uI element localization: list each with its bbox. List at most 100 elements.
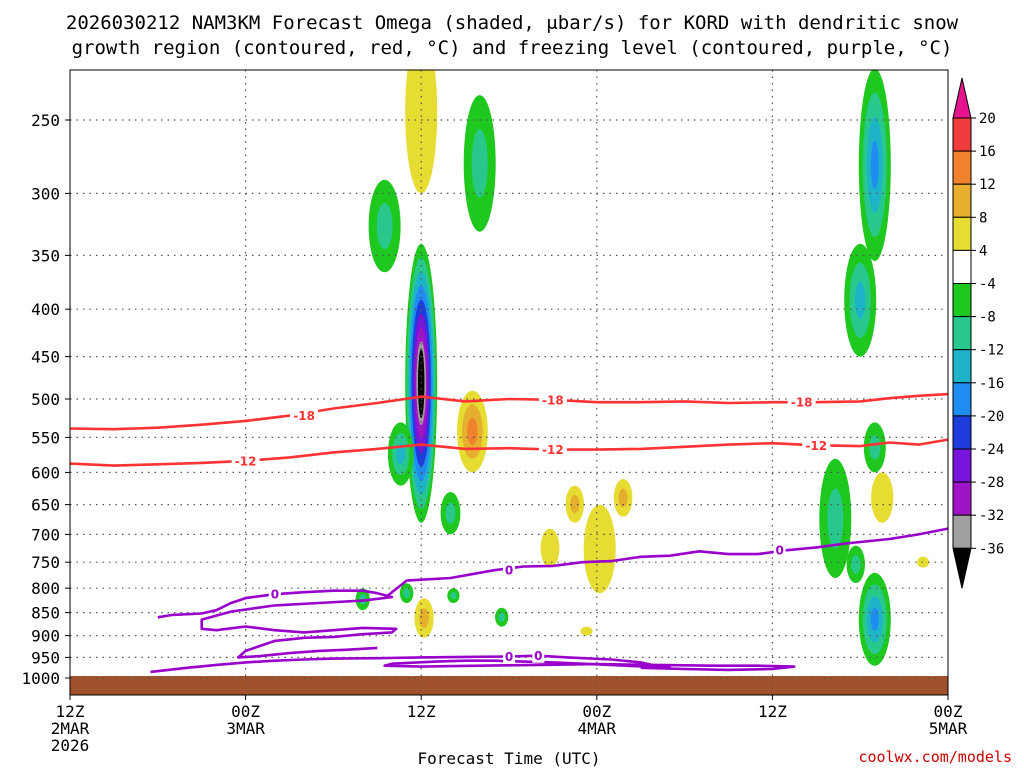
omega-cell xyxy=(851,555,861,574)
omega-cell xyxy=(870,140,879,189)
colorbar-tick-label: -4 xyxy=(979,277,996,293)
omega-cell xyxy=(471,129,488,198)
x-tick-label: 2MAR xyxy=(51,719,90,738)
colorbar-tick-label: 20 xyxy=(979,111,996,127)
contour-label: -12 xyxy=(542,443,564,457)
y-tick-label: 850 xyxy=(31,604,60,623)
y-tick-label: 900 xyxy=(31,627,60,646)
colorbar-tick-label: 12 xyxy=(979,177,996,193)
x-tick-label: 2026 xyxy=(51,736,90,755)
omega-cell xyxy=(570,494,580,514)
contour-label: -12 xyxy=(805,439,827,453)
colorbar-band xyxy=(952,150,972,185)
y-tick-label: 1000 xyxy=(21,669,60,688)
omega-cell xyxy=(405,70,438,194)
contour-label: -18 xyxy=(791,396,813,410)
colorbar-band xyxy=(952,415,972,450)
y-tick-label: 650 xyxy=(31,496,60,515)
x-tick-label: 3MAR xyxy=(226,719,265,738)
colorbar-band xyxy=(952,183,972,218)
omega-cell xyxy=(450,591,457,600)
y-tick-label: 600 xyxy=(31,463,60,482)
colorbar-band xyxy=(952,514,972,549)
contour-label-bg xyxy=(532,648,545,663)
ground-surface xyxy=(70,676,948,695)
x-tick-label: 12Z xyxy=(758,702,787,721)
pressure-axis: 250 300 350 400 450 500 550 600 650 700 750 800 850 9… xyxy=(21,111,70,688)
colorbar-band xyxy=(952,547,972,589)
x-tick-label: 00Z xyxy=(231,702,260,721)
y-tick-label: 750 xyxy=(31,553,60,572)
contour-label: -18 xyxy=(293,409,315,423)
contour-label-bg xyxy=(538,442,567,457)
colorbar-band xyxy=(952,481,972,516)
omega-cell xyxy=(419,608,429,628)
contour-label: -12 xyxy=(235,454,257,468)
x-tick-label: 5MAR xyxy=(929,719,968,738)
contour-label: 0 xyxy=(776,544,784,558)
contour-label-bg xyxy=(802,438,831,453)
colorbar-band xyxy=(952,382,972,417)
colorbar-band xyxy=(952,283,972,318)
y-tick-label: 500 xyxy=(31,390,60,409)
colorbar-tick-label: -12 xyxy=(979,343,1004,359)
omega-cell xyxy=(540,528,560,568)
colorbar-tick-label: 16 xyxy=(979,144,996,160)
x-tick-label: 12Z xyxy=(407,702,436,721)
x-axis-label: Forecast Time (UTC) xyxy=(417,749,600,768)
plot-frame xyxy=(69,69,949,696)
colorbar-tick-label: -16 xyxy=(979,376,1004,392)
omega-cell xyxy=(871,472,894,523)
colorbar-band xyxy=(952,349,972,384)
colorbar-tick-label: 4 xyxy=(979,243,987,259)
omega-cell xyxy=(498,612,506,622)
contour-label: 0 xyxy=(505,564,513,578)
y-tick-label: 800 xyxy=(31,579,60,598)
omega-cell xyxy=(376,202,393,250)
colorbar-band xyxy=(952,216,972,251)
y-tick-label: 700 xyxy=(31,525,60,544)
x-tick-label: 12Z xyxy=(56,702,85,721)
omega-cell xyxy=(917,556,930,568)
colorbar-tick-label: -20 xyxy=(979,409,1004,425)
contour-label: -18 xyxy=(542,393,564,407)
omega-cell xyxy=(583,504,616,594)
contour-label-bg xyxy=(503,563,515,578)
chart-title: 2026030212 NAM3KM Forecast Omega (shaded… xyxy=(66,12,959,59)
omega-cell xyxy=(396,443,406,465)
credit-text: coolwx.com/models xyxy=(858,748,1012,766)
contour-line xyxy=(70,438,948,467)
omega-cell xyxy=(827,488,844,549)
contour-label-bg xyxy=(231,453,260,468)
omega-cell xyxy=(869,434,881,460)
y-tick-label: 400 xyxy=(31,300,60,319)
contour-line xyxy=(150,654,796,674)
colorbar-tick-label: -36 xyxy=(979,541,1004,557)
contour-label: 0 xyxy=(271,588,279,602)
chart-title-line-1: 2026030212 NAM3KM Forecast Omega (shaded… xyxy=(66,12,959,34)
pressure-gridlines xyxy=(70,70,948,695)
contour-line xyxy=(383,527,948,600)
colorbar-tick-label: -8 xyxy=(979,310,996,326)
y-tick-label: 950 xyxy=(31,648,60,667)
y-tick-label: 300 xyxy=(31,184,60,203)
colorbar-tick-label: -32 xyxy=(979,508,1004,524)
contour-label-bg xyxy=(787,395,816,410)
colorbar-tick-label: -28 xyxy=(979,475,1004,491)
contour-line xyxy=(70,392,948,431)
x-tick-label: 4MAR xyxy=(578,719,617,738)
colorbar-band xyxy=(952,117,972,152)
omega-cell xyxy=(445,502,456,524)
y-tick-label: 450 xyxy=(31,348,60,367)
x-tick-label: 00Z xyxy=(582,702,611,721)
contour-label-bg xyxy=(773,543,786,558)
temperature-contours: -18 -18 -18 -12 -12 -12 0 0 0 0 0 xyxy=(70,392,948,674)
contour-label-bg xyxy=(538,392,567,407)
y-tick-label: 250 xyxy=(31,111,60,130)
omega-cell xyxy=(580,626,593,636)
colorbar-band xyxy=(952,77,972,119)
contour-label: 0 xyxy=(505,650,513,664)
omega-colorbar: 20 16 12 8 4 -4 -8 -12 -16 -20 -24 -28 -32 -36 xyxy=(952,77,1004,589)
omega-cell xyxy=(403,588,410,599)
